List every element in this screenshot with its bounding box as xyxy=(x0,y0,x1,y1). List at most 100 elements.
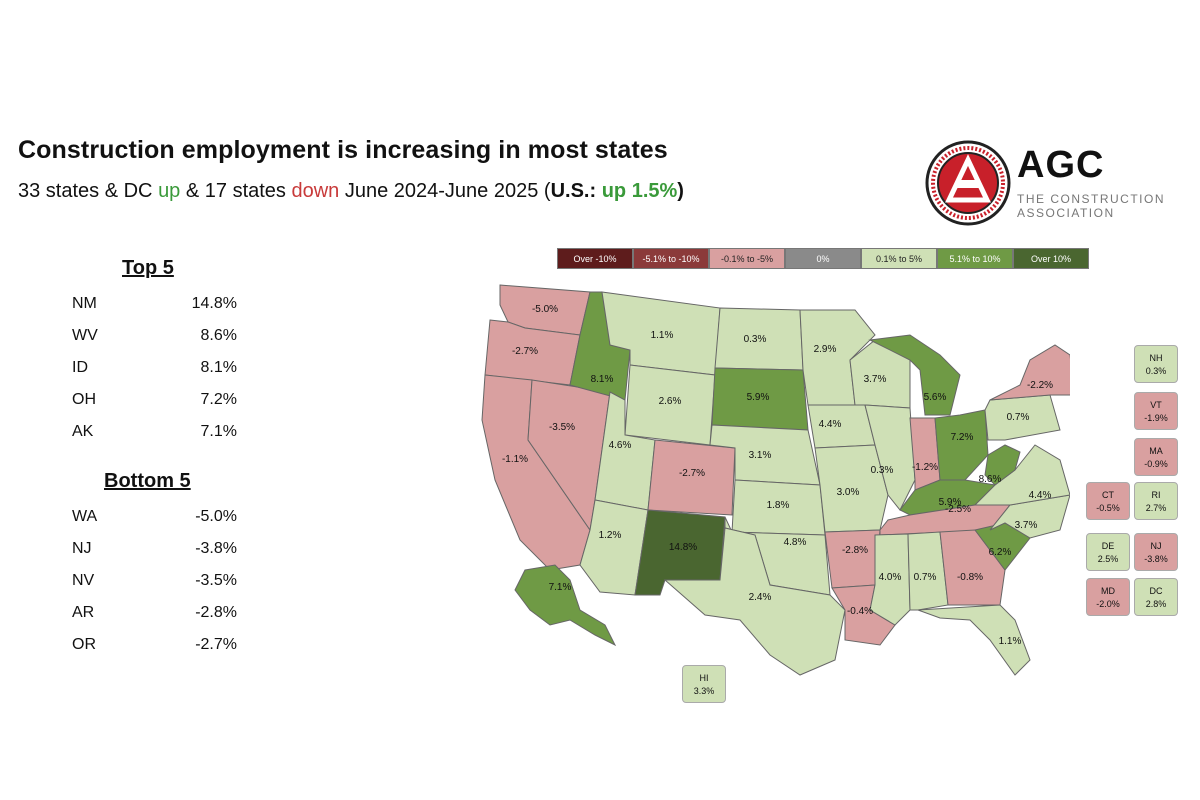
subtitle-down: down xyxy=(291,180,340,202)
state-box-value: -0.5% xyxy=(1096,503,1120,513)
state-value-wy: 2.6% xyxy=(659,396,682,407)
state-value-pa: 0.7% xyxy=(1007,412,1030,423)
rank-state: OH xyxy=(72,391,96,408)
agc-seal-icon xyxy=(925,140,1011,226)
state-box-de: DE 2.5% xyxy=(1086,533,1130,571)
legend-item: 5.1% to 10% xyxy=(937,248,1013,269)
rank-value: 7.2% xyxy=(200,391,237,408)
state-box-value: -3.8% xyxy=(1144,554,1168,564)
bottom5-row: NV -3.5% xyxy=(72,572,237,596)
rank-value: -3.8% xyxy=(195,540,237,557)
state-ny xyxy=(989,344,1070,401)
state-box-abbr: RI xyxy=(1151,490,1161,500)
rank-state: AR xyxy=(72,604,95,621)
state-box-abbr: MD xyxy=(1101,586,1115,596)
rank-state: OR xyxy=(72,636,96,653)
state-box-abbr: NJ xyxy=(1150,541,1162,551)
state-value-sd: 5.9% xyxy=(747,392,770,403)
state-box-nh: NH 0.3% xyxy=(1134,345,1178,383)
state-value-ks: 1.8% xyxy=(767,500,790,511)
state-value-mi: 5.6% xyxy=(924,392,947,403)
state-value-ca: -1.1% xyxy=(502,454,528,465)
state-value-sc: 6.2% xyxy=(989,547,1012,558)
rank-state: NJ xyxy=(72,540,92,557)
state-value-ut: 4.6% xyxy=(609,440,632,451)
logo-tagline: THE CONSTRUCTION ASSOCIATION xyxy=(1017,192,1165,220)
state-value-mn: 2.9% xyxy=(814,344,837,355)
rank-value: -5.0% xyxy=(195,508,237,525)
logo-name: AGC xyxy=(1017,144,1105,186)
state-value-mo: 3.0% xyxy=(837,487,860,498)
rank-value: -2.8% xyxy=(195,604,237,621)
legend-item: -0.1% to -5% xyxy=(709,248,785,269)
rank-state: ID xyxy=(72,359,88,376)
state-box-abbr: NH xyxy=(1149,353,1163,363)
state-box-value: 0.3% xyxy=(1145,366,1167,376)
state-tx xyxy=(663,527,846,676)
state-box-value: 3.3% xyxy=(693,686,715,696)
state-value-wi: 3.7% xyxy=(864,374,887,385)
state-wv xyxy=(984,444,1021,486)
state-ar xyxy=(824,529,881,589)
state-box-value: -1.9% xyxy=(1144,413,1168,423)
state-value-fl: 1.1% xyxy=(999,636,1022,647)
state-co xyxy=(647,439,736,516)
state-mi xyxy=(868,334,961,416)
state-box-ri: RI 2.7% xyxy=(1134,482,1178,520)
state-value-ms: 4.0% xyxy=(879,572,902,583)
state-box-nj: NJ -3.8% xyxy=(1134,533,1178,571)
rank-value: 14.8% xyxy=(191,295,237,312)
bottom5-row: NJ -3.8% xyxy=(72,540,237,564)
rank-value: -3.5% xyxy=(195,572,237,589)
state-value-az: 1.2% xyxy=(599,530,622,541)
top5-row: OH 7.2% xyxy=(72,391,237,415)
state-oh xyxy=(934,409,989,481)
subtitle-part-4: ) xyxy=(677,180,684,202)
bottom5-heading: Bottom 5 xyxy=(104,470,191,492)
legend-item: Over 10% xyxy=(1013,248,1089,269)
state-box-abbr: MA xyxy=(1149,446,1163,456)
rank-value: 8.1% xyxy=(200,359,237,376)
top5-row: AK 7.1% xyxy=(72,423,237,447)
state-value-va: 4.4% xyxy=(1029,490,1052,501)
state-box-abbr: DE xyxy=(1101,541,1115,551)
state-value-nc: 3.7% xyxy=(1015,520,1038,531)
state-value-ak: 7.1% xyxy=(549,582,572,593)
state-value-wv: 8.6% xyxy=(979,474,1002,485)
state-box-ct: CT -0.5% xyxy=(1086,482,1130,520)
bottom5-row: OR -2.7% xyxy=(72,636,237,660)
top5-row: WV 8.6% xyxy=(72,327,237,351)
legend-item: -5.1% to -10% xyxy=(633,248,709,269)
state-box-ma: MA -0.9% xyxy=(1134,438,1178,476)
subtitle-part-2: & 17 states xyxy=(180,180,292,202)
subtitle-part-1: 33 states & DC xyxy=(18,180,159,202)
state-value-nv: -3.5% xyxy=(549,422,575,433)
state-box-md: MD -2.0% xyxy=(1086,578,1130,616)
rank-state: WV xyxy=(72,327,98,344)
chart-subtitle: 33 states & DC up & 17 states down June … xyxy=(18,180,684,203)
state-value-ar: -2.8% xyxy=(842,545,868,556)
bottom5-row: WA -5.0% xyxy=(72,508,237,532)
state-value-nm: 14.8% xyxy=(669,542,697,553)
rank-state: AK xyxy=(72,423,94,440)
logo-line-1: THE CONSTRUCTION xyxy=(1017,192,1165,206)
us-map: -5.0% -2.7% -1.1% -3.5% 8.1% 1.1% 2.6% 4.6% 1.2%… xyxy=(481,284,1070,676)
state-al xyxy=(907,531,949,611)
rank-value: 7.1% xyxy=(200,423,237,440)
agc-logo: AGC THE CONSTRUCTION ASSOCIATION xyxy=(925,140,1165,230)
rank-state: NM xyxy=(72,295,97,312)
top5-row: NM 14.8% xyxy=(72,295,237,319)
subtitle-us: U.S.: xyxy=(550,180,602,202)
state-box-abbr: DC xyxy=(1149,586,1163,596)
state-value-il: 0.3% xyxy=(871,465,894,476)
bottom5-row: AR -2.8% xyxy=(72,604,237,628)
state-box-value: 2.8% xyxy=(1145,599,1167,609)
state-box-abbr: CT xyxy=(1102,490,1114,500)
state-box-value: -0.9% xyxy=(1144,459,1168,469)
state-value-in: -1.2% xyxy=(912,462,938,473)
state-box-abbr: HI xyxy=(699,673,709,683)
state-fl xyxy=(917,604,1031,676)
state-ak xyxy=(514,564,617,647)
state-value-wa: -5.0% xyxy=(532,304,558,315)
chart-title: Construction employment is increasing in… xyxy=(18,136,668,164)
